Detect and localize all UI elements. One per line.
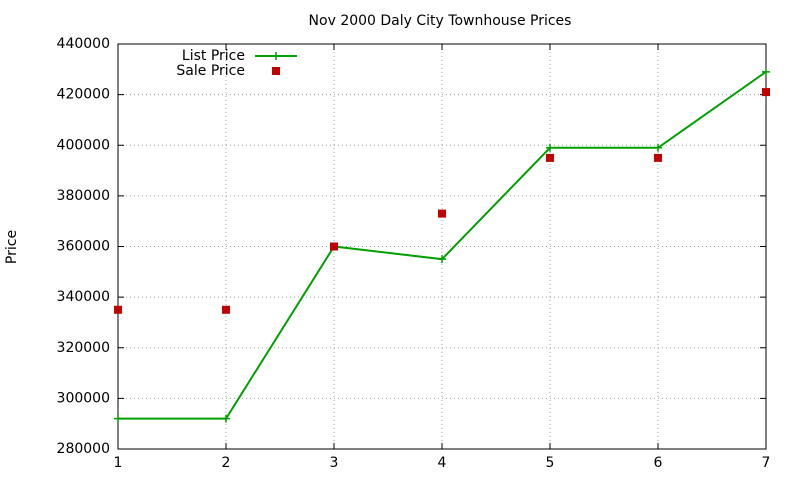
legend-swatch	[272, 52, 280, 60]
point-marker	[654, 153, 662, 162]
x-tick-label: 7	[762, 455, 771, 471]
point-marker	[546, 143, 554, 152]
y-axis-label: Price	[4, 230, 20, 264]
y-tick-label: 300000	[57, 390, 110, 406]
y-tick-label: 280000	[57, 441, 110, 457]
point-marker	[438, 209, 446, 218]
y-tick-label: 400000	[57, 137, 110, 153]
point-marker	[762, 67, 770, 76]
point-marker	[438, 255, 446, 264]
legend-label: List Price	[182, 48, 245, 64]
y-tick-label: 380000	[57, 188, 110, 204]
y-tick-label: 340000	[57, 289, 110, 305]
point-marker	[114, 305, 122, 314]
legend-label: Sale Price	[176, 63, 245, 79]
chart-title: Nov 2000 Daly City Townhouse Prices	[309, 13, 572, 29]
x-tick-label: 6	[654, 455, 663, 471]
point-marker	[222, 414, 230, 423]
x-tick-label: 5	[546, 455, 555, 471]
y-tick-label: 440000	[57, 36, 110, 52]
point-marker	[762, 88, 770, 97]
point-marker	[654, 143, 662, 152]
point-marker	[546, 153, 554, 162]
x-tick-label: 2	[222, 455, 231, 471]
point-marker	[222, 305, 230, 314]
point-marker	[114, 414, 122, 423]
plot-frame	[117, 43, 767, 450]
y-tick-label: 420000	[57, 87, 110, 103]
y-tick-label: 360000	[57, 239, 110, 255]
y-tick-label: 320000	[57, 340, 110, 356]
x-tick-label: 3	[330, 455, 339, 471]
legend-swatch	[272, 67, 280, 75]
point-marker	[330, 242, 338, 251]
x-tick-label: 1	[114, 455, 123, 471]
x-tick-label: 4	[438, 455, 447, 471]
